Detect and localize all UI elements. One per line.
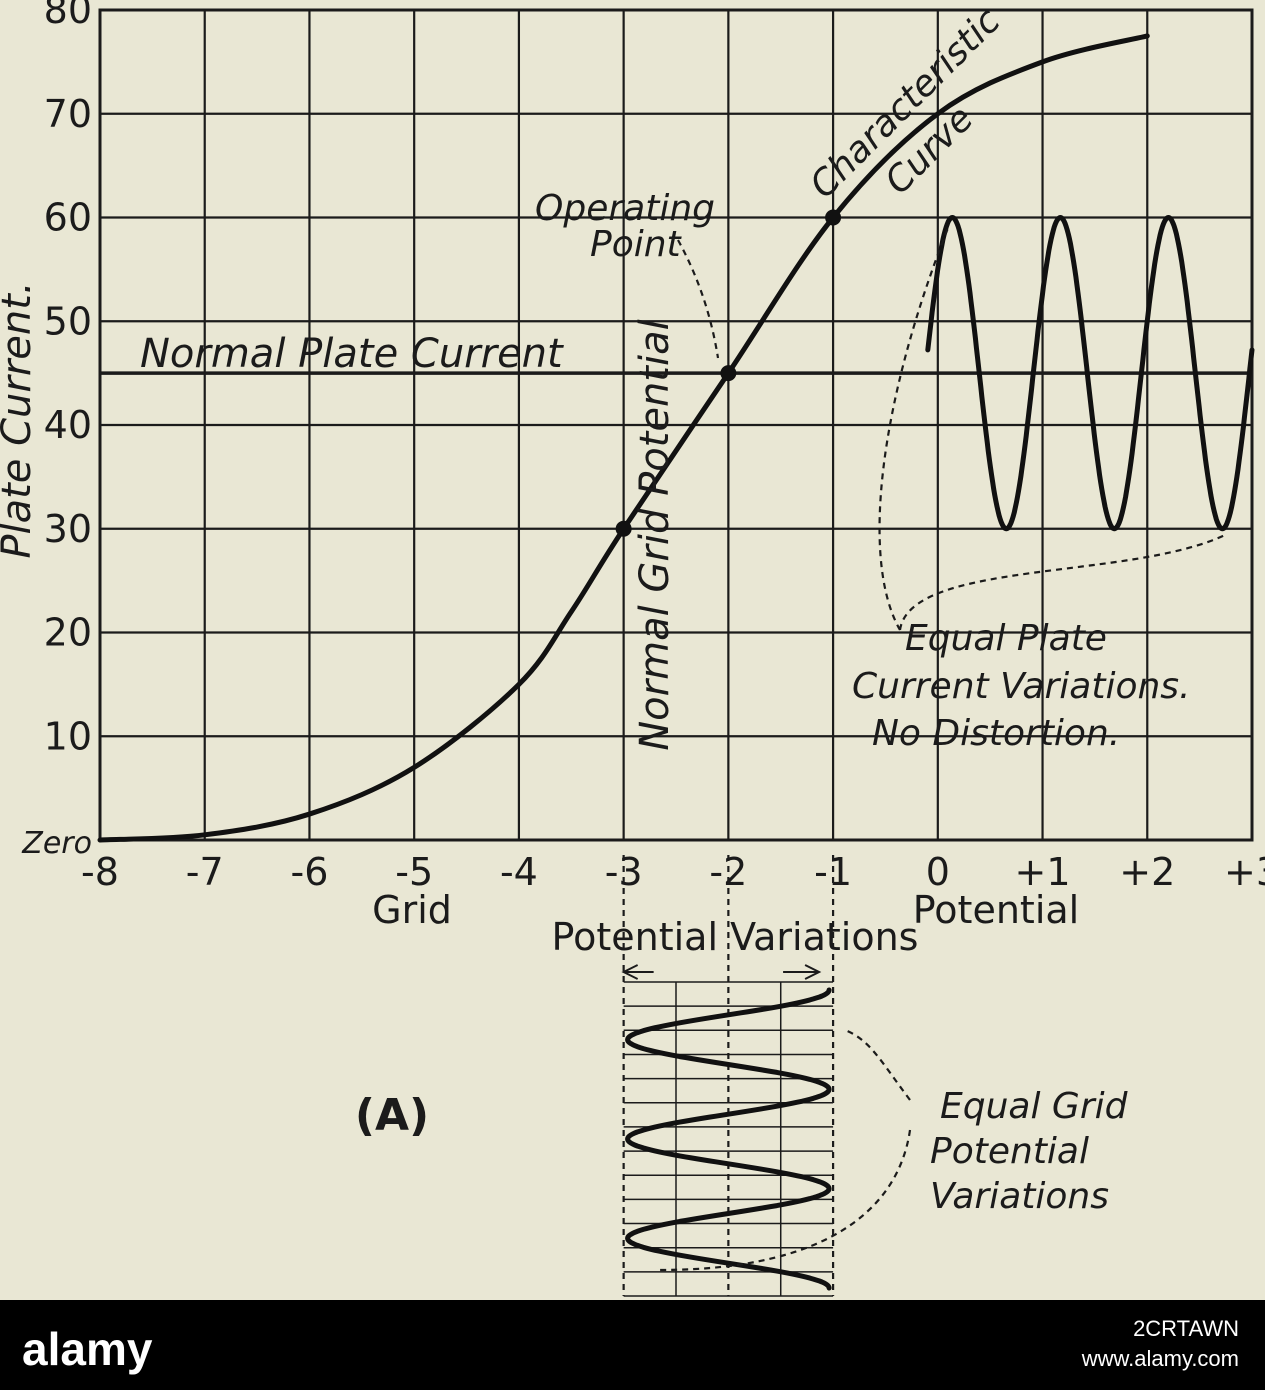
x-tick-label: -8 xyxy=(81,850,119,894)
plate-variation-arrow-bottom xyxy=(898,534,1226,631)
x-tick-label: +1 xyxy=(1015,850,1071,894)
y-axis-label: Plate Current. xyxy=(0,281,40,558)
characteristic-curve-group xyxy=(97,33,1252,843)
arrow-right xyxy=(783,964,822,980)
annotation-arrows xyxy=(659,227,1226,1272)
annotation-equal-grid-3: Variations xyxy=(930,1176,1109,1217)
arrow-left xyxy=(621,964,654,980)
y-tick-label: 60 xyxy=(44,196,92,240)
x-tick-label: -5 xyxy=(395,850,433,894)
x-axis-label-grid: Grid xyxy=(372,888,452,932)
characteristic-curve xyxy=(97,33,1150,843)
watermark-bar: alamy 2CRTAWN www.alamy.com xyxy=(0,1300,1265,1390)
annotation-equal-plate-2: Current Variations. xyxy=(852,666,1190,707)
annotation-potential-variations: Potential Variations xyxy=(552,915,919,959)
x-axis-label-potential: Potential xyxy=(913,888,1079,932)
annotation-equal-plate-3: No Distortion. xyxy=(872,713,1120,754)
annotation-equal-plate-1: Equal Plate xyxy=(905,618,1107,659)
plate-current-wave xyxy=(925,215,1255,532)
operating-point-marker xyxy=(615,520,632,537)
x-tick-label: -6 xyxy=(291,850,329,894)
grid-lines xyxy=(98,8,1254,842)
operating-point-marker xyxy=(720,365,737,382)
plate-variation-arrow-top xyxy=(878,227,950,631)
y-tick-label: 10 xyxy=(44,714,92,758)
y-tick-label: 40 xyxy=(44,403,92,447)
y-tick-label: 50 xyxy=(44,299,92,343)
watermark-image-id: 2CRTAWN xyxy=(1133,1316,1239,1341)
x-tick-label: -4 xyxy=(500,850,538,894)
y-tick-label: Zero xyxy=(21,826,92,861)
grid-potential-wave-group xyxy=(621,855,835,1297)
y-tick-label: 80 xyxy=(44,0,92,32)
watermark-id: 2CRTAWN www.alamy.com xyxy=(1082,1314,1239,1374)
annotation-normal-grid-potential: Normal Grid Potential xyxy=(632,319,678,750)
annotation-operating-2: Point xyxy=(590,224,683,265)
grid-potential-wave xyxy=(625,987,832,1291)
x-tick-label: -7 xyxy=(186,850,224,894)
operating-point-marker xyxy=(825,209,842,226)
operating-point-arrow xyxy=(677,239,720,359)
x-tick-label: +2 xyxy=(1119,850,1175,894)
annotation-equal-grid-2: Potential xyxy=(930,1131,1089,1172)
annotation-operating-1: Operating xyxy=(535,188,715,229)
watermark-logo: alamy xyxy=(22,1323,153,1375)
x-tick-label: 0 xyxy=(926,850,950,894)
x-tick-label: +3 xyxy=(1224,850,1265,894)
y-tick-label: 70 xyxy=(44,92,92,136)
plot-frame xyxy=(98,8,1254,842)
figure-label: (A) xyxy=(355,1090,429,1141)
y-tick-label: 30 xyxy=(44,507,92,551)
watermark-url: www.alamy.com xyxy=(1081,1346,1239,1371)
plate-current-wave-group xyxy=(925,215,1255,532)
annotation-equal-grid-1: Equal Grid xyxy=(940,1086,1129,1127)
annotation-normal-plate-current: Normal Plate Current xyxy=(140,331,564,377)
y-tick-label: 20 xyxy=(44,611,92,655)
grid-variation-arrow-top xyxy=(844,1028,911,1101)
